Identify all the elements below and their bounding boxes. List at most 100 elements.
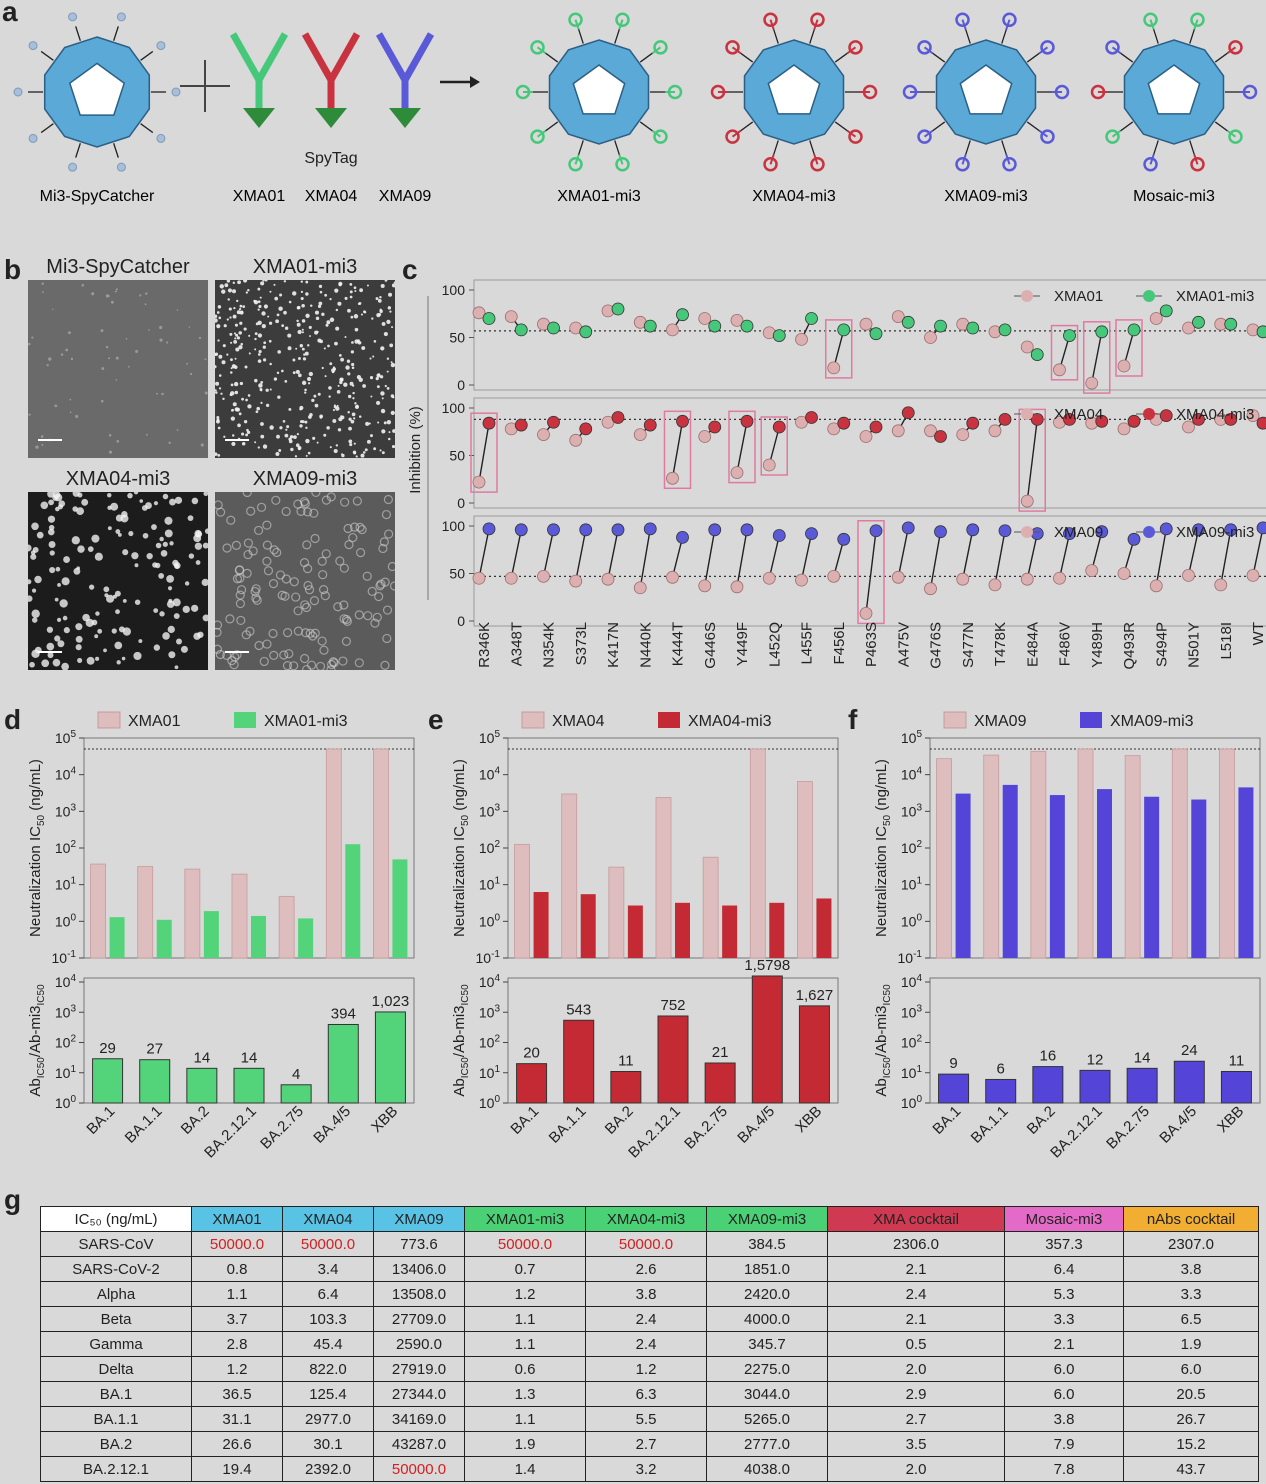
- legend-swatch: [97, 711, 121, 729]
- particle: [264, 280, 268, 282]
- particle: [198, 336, 202, 339]
- c-point-xma04: [666, 471, 679, 485]
- particle: [108, 433, 112, 437]
- ic50-bar-xma01: [137, 866, 154, 959]
- particle: [215, 381, 220, 386]
- c-category-label: A348T: [508, 622, 525, 666]
- particle: [326, 426, 330, 430]
- particle: [32, 546, 39, 553]
- c-point-xma04: [730, 466, 744, 480]
- linker: [577, 29, 584, 44]
- ic50-ytick-label: 105: [55, 729, 77, 746]
- c-legend-marker: [1143, 408, 1155, 420]
- particle: [56, 617, 62, 622]
- particle: [359, 288, 363, 293]
- particle: [100, 329, 104, 333]
- cage-xma09-mi3: [902, 12, 1070, 172]
- particle: [232, 650, 242, 660]
- particle: [263, 304, 269, 309]
- particle: [392, 429, 395, 433]
- c-point-xma09: [504, 571, 518, 585]
- c-point-xma09: [698, 579, 712, 593]
- cage-mosaic-mi3: [1090, 12, 1258, 172]
- c-category-label: A475V: [895, 622, 912, 667]
- particle: [378, 543, 388, 554]
- particle: [41, 659, 50, 668]
- c-point-xma01: [1053, 363, 1066, 377]
- particle: [105, 345, 109, 349]
- linker: [740, 52, 754, 63]
- particle: [215, 365, 217, 369]
- particle: [230, 383, 234, 387]
- table-cell: 36.5: [191, 1381, 283, 1407]
- particle: [159, 536, 164, 542]
- particle: [317, 338, 322, 343]
- particle: [284, 379, 288, 383]
- particle: [115, 514, 124, 522]
- linker: [964, 29, 971, 44]
- table-cell: 2.7: [827, 1406, 1005, 1432]
- particle: [299, 497, 309, 507]
- particle: [349, 283, 353, 286]
- ratio-ytick-label: 101: [901, 1064, 923, 1081]
- ratio-value-label: 543: [566, 1001, 591, 1018]
- particle: [58, 500, 66, 508]
- table-row-label: BA.1: [40, 1381, 192, 1407]
- spytag-arrow: [243, 108, 275, 128]
- c-pair-link: [833, 329, 845, 369]
- particle: [370, 395, 373, 398]
- antibody-stem: [574, 19, 580, 30]
- table-header-cell: XMA09: [373, 1206, 465, 1232]
- particle: [81, 283, 85, 287]
- particle: [357, 341, 362, 345]
- c-point-xma01: [1117, 359, 1131, 373]
- particle: [376, 400, 381, 406]
- particle: [108, 295, 110, 297]
- linker: [809, 140, 816, 155]
- particle: [81, 498, 89, 506]
- particle: [378, 313, 382, 316]
- particle: [139, 294, 142, 297]
- particle: [239, 321, 243, 325]
- table-cell: 2306.0: [827, 1231, 1005, 1257]
- particle: [174, 496, 183, 504]
- antibody-glyph: [1105, 40, 1120, 55]
- particle: [49, 550, 55, 556]
- particle: [153, 608, 159, 614]
- particle: [46, 626, 54, 633]
- particle: [363, 311, 367, 314]
- particle: [122, 549, 129, 556]
- particle: [288, 300, 292, 304]
- particle: [293, 499, 303, 509]
- c-point-xma01: [891, 310, 905, 323]
- particle: [28, 413, 31, 416]
- antibody-glyph: [1190, 12, 1205, 27]
- particle: [380, 346, 385, 351]
- particle: [76, 507, 85, 516]
- ic50-ytick-label: 104: [479, 766, 501, 783]
- particle: [349, 443, 353, 447]
- particle: [332, 408, 336, 412]
- c-point-xma04: [1182, 420, 1195, 434]
- c-pair-link: [1155, 528, 1167, 586]
- particle: [111, 628, 117, 634]
- table-cell: 0.5: [827, 1331, 1005, 1357]
- particle: [91, 619, 98, 626]
- particle: [356, 375, 362, 380]
- table-cell: 2420.0: [706, 1281, 828, 1307]
- x-category-label: BA.2.75: [1103, 1103, 1153, 1153]
- particle: [362, 571, 372, 581]
- particle: [321, 312, 325, 316]
- particle: [350, 350, 355, 354]
- c-point-xma04-mi3: [1256, 416, 1266, 430]
- c-category-label: Y489H: [1089, 622, 1106, 668]
- x-category-label: BA.1.1: [546, 1103, 590, 1147]
- particle: [315, 316, 320, 321]
- particle: [188, 326, 191, 328]
- cage-core: [68, 62, 126, 116]
- c-point-xma04: [956, 428, 970, 442]
- particle: [365, 421, 370, 426]
- particle: [167, 625, 175, 634]
- particle: [156, 392, 159, 395]
- particle: [168, 651, 176, 659]
